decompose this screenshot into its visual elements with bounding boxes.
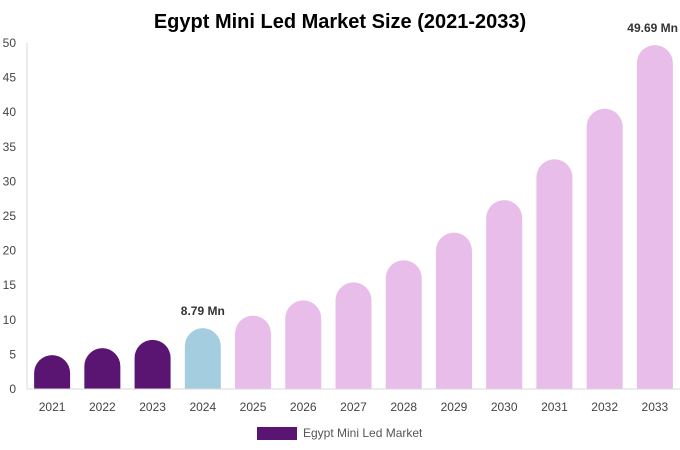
y-tick-label: 40: [3, 105, 17, 119]
data-labels: 8.79 Mn 49.69 Mn: [181, 21, 678, 318]
x-tick-label: 2033: [642, 400, 669, 414]
x-axis: 2021 2022 2023 2024 2025 2026 2027 2028 2029 2030…: [27, 388, 680, 414]
x-tick-label: 2024: [189, 400, 216, 414]
bar-2026: [285, 300, 322, 389]
y-tick-label: 15: [3, 278, 17, 292]
x-tick-label: 2021: [39, 400, 66, 414]
legend-label: Egypt Mini Led Market: [303, 426, 423, 440]
x-tick-label: 2028: [390, 400, 417, 414]
x-tick-label: 2030: [491, 400, 518, 414]
chart-title: Egypt Mini Led Market Size (2021-2033): [154, 11, 526, 33]
y-tick-label: 10: [3, 313, 17, 327]
bar-2022: [84, 348, 121, 389]
legend-swatch: [257, 427, 297, 440]
bar-2031: [536, 159, 573, 389]
legend: Egypt Mini Led Market: [257, 426, 423, 440]
bar-2028: [385, 260, 422, 389]
y-tick-label: 20: [3, 244, 17, 258]
x-tick-label: 2032: [591, 400, 618, 414]
x-tick-label: 2025: [240, 400, 267, 414]
y-tick-label: 30: [3, 174, 17, 188]
data-label: 49.69 Mn: [627, 21, 678, 35]
x-tick-label: 2027: [340, 400, 367, 414]
bar-2023: [134, 339, 171, 389]
x-tick-label: 2022: [89, 400, 116, 414]
bar-2030: [486, 200, 523, 389]
x-tick-label: 2026: [290, 400, 317, 414]
bar-2029: [435, 232, 472, 389]
bar-2033: [636, 45, 673, 389]
y-tick-label: 0: [9, 382, 16, 396]
bars: [34, 45, 673, 390]
bar-2024: [184, 328, 221, 389]
x-tick-label: 2023: [139, 400, 166, 414]
bar-2032: [586, 108, 623, 390]
y-tick-label: 45: [3, 71, 17, 85]
data-label: 8.79 Mn: [181, 304, 225, 318]
y-tick-label: 50: [3, 36, 17, 50]
y-axis: 0 5 10 15 20 25 30 35 40 45 50: [3, 36, 28, 396]
x-tick-label: 2031: [541, 400, 568, 414]
y-tick-label: 5: [9, 347, 16, 361]
y-tick-label: 35: [3, 140, 17, 154]
y-tick-label: 25: [3, 209, 17, 223]
x-tick-label: 2029: [441, 400, 468, 414]
bar-2025: [235, 315, 272, 389]
bar-2021: [34, 355, 71, 389]
bar-2027: [335, 282, 372, 389]
